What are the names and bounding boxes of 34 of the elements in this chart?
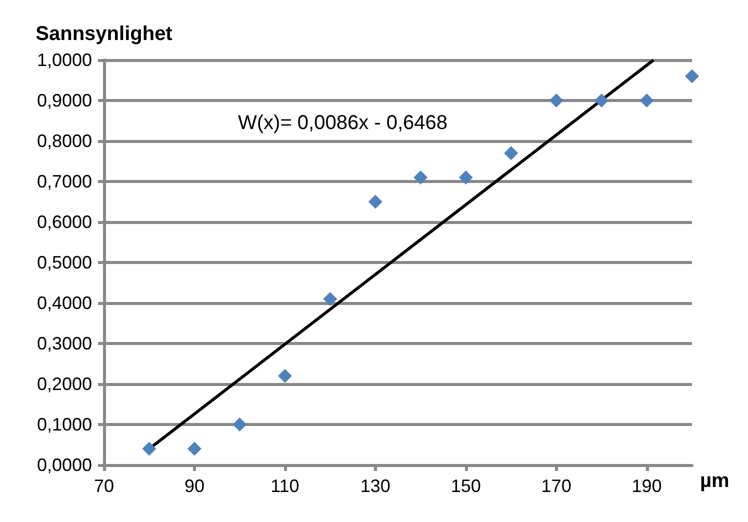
y-tick-label: 0,0000 [36,455,92,475]
x-tick-label: 130 [360,476,390,496]
y-tick-label: 0,4000 [36,293,92,313]
x-tick-label: 110 [270,476,300,496]
point [323,292,338,306]
x-tick-label: 170 [541,476,572,496]
y-tick-label: 0,6000 [36,212,92,232]
point [232,418,247,432]
point [685,69,699,84]
y-tick-label: 0,2000 [36,374,92,394]
point [414,170,428,184]
annotation: W(x)= 0,0086x - 0,6468 [238,112,448,134]
y-tick-label: 0,8000 [36,131,92,151]
y-tick-label: 1,0000 [36,50,92,70]
x-tick-label: 150 [450,476,481,496]
point [549,94,564,108]
y-tick-label: 0,3000 [36,334,92,354]
x-tick-label: 190 [632,476,662,496]
point [504,146,518,160]
point [142,442,156,456]
y-tick-label: 0,9000 [36,90,92,110]
point [640,94,654,108]
point [368,194,382,209]
x-axis-title: µm [700,470,730,492]
point [187,442,202,456]
x-tick-label: 70 [94,476,114,496]
y-tick-label: 0,5000 [36,252,92,272]
point [278,368,292,383]
point [594,94,609,108]
y-axis-title: Sannsynlighet [36,23,173,45]
y-tick-label: 0,1000 [36,414,92,434]
y-tick-label: 0,7000 [36,172,92,192]
point [458,170,473,184]
x-tick-label: 90 [184,476,204,496]
